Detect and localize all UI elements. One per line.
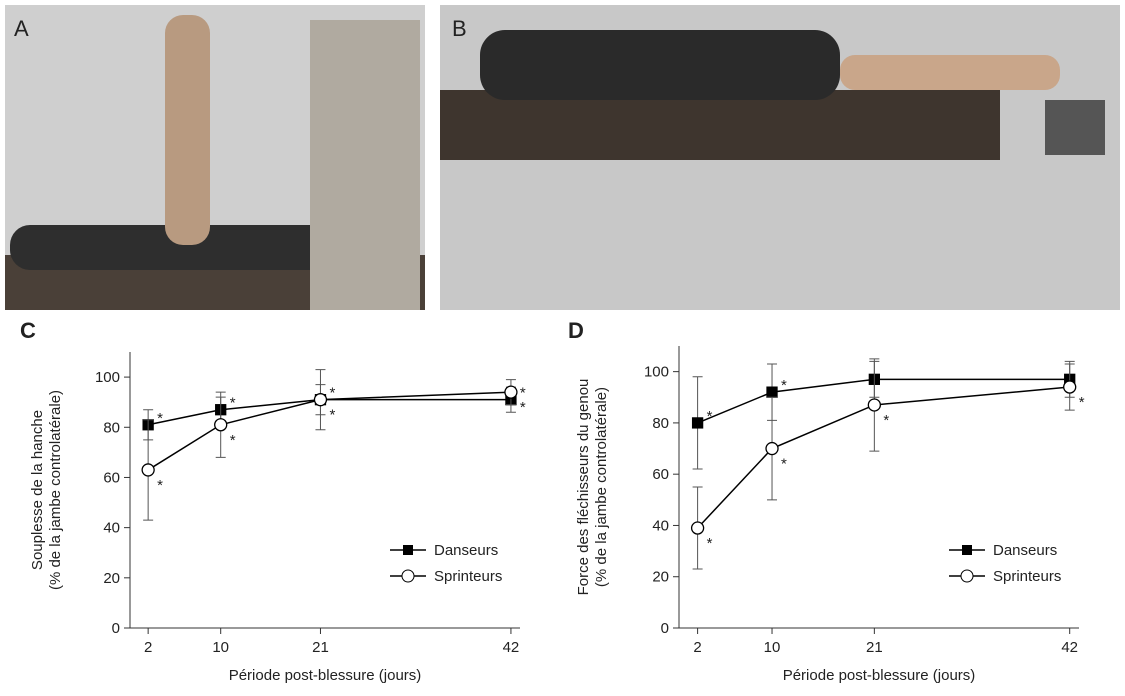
- x-tick-label: 10: [212, 639, 229, 656]
- y-axis-label: (% de la jambe controlatérale): [593, 387, 610, 587]
- y-tick-label: 20: [103, 570, 120, 587]
- y-axis-label: (% de la jambe controlatérale): [47, 390, 64, 590]
- y-tick-label: 60: [103, 469, 120, 486]
- y-tick-label: 40: [103, 520, 120, 537]
- y-tick-label: 0: [661, 620, 669, 637]
- point-label: *: [1079, 394, 1085, 411]
- marker: [690, 521, 705, 535]
- panel-label: D: [568, 318, 584, 343]
- x-tick-label: 2: [144, 639, 152, 656]
- marker: [691, 417, 704, 429]
- panel-label: A: [14, 16, 29, 41]
- point-label: *: [157, 477, 163, 494]
- x-tick-label: 21: [866, 639, 883, 656]
- marker: [313, 393, 328, 407]
- photo-a: [5, 5, 425, 310]
- legend-label: Sprinteurs: [434, 568, 502, 585]
- x-tick-label: 21: [312, 639, 329, 656]
- legend-label: Sprinteurs: [993, 568, 1061, 585]
- point-label: *: [781, 456, 787, 473]
- point-label: *: [230, 432, 236, 449]
- series-line: [697, 378, 1070, 424]
- legend-label: Danseurs: [434, 542, 498, 559]
- y-tick-label: 100: [95, 369, 120, 386]
- point-label: *: [329, 385, 335, 402]
- point-label: *: [157, 410, 163, 427]
- y-tick-label: 40: [652, 517, 669, 534]
- panel-label: B: [452, 16, 467, 41]
- marker: [765, 441, 779, 456]
- x-axis-label: Période post-blessure (jours): [229, 667, 422, 684]
- y-tick-label: 60: [652, 466, 669, 483]
- point-label: *: [520, 399, 526, 416]
- y-axis-label: Force des fléchisseurs du genou: [575, 379, 592, 596]
- marker: [141, 463, 155, 477]
- y-tick-label: 100: [644, 364, 669, 381]
- marker: [766, 386, 778, 398]
- legend-marker: [403, 545, 413, 555]
- legend-marker: [962, 545, 972, 555]
- series-line: [697, 386, 1070, 529]
- y-tick-label: 80: [652, 415, 669, 432]
- y-tick-label: 80: [103, 419, 120, 436]
- y-tick-label: 0: [112, 620, 120, 637]
- point-label: *: [707, 408, 713, 425]
- y-axis-label: Souplesse de la hanche: [29, 410, 46, 570]
- marker: [214, 418, 228, 432]
- marker: [867, 398, 881, 412]
- x-tick-label: 42: [1061, 639, 1078, 656]
- point-label: *: [883, 412, 889, 429]
- photo-b: [440, 5, 1120, 310]
- x-tick-label: 2: [693, 639, 701, 656]
- y-tick-label: 20: [652, 569, 669, 586]
- point-label: *: [781, 377, 787, 394]
- point-label: *: [707, 535, 713, 552]
- legend-marker: [401, 569, 415, 583]
- panel-label: C: [20, 318, 36, 343]
- series-line: [147, 398, 511, 426]
- legend-marker: [960, 569, 974, 583]
- marker: [504, 385, 518, 399]
- x-axis-label: Période post-blessure (jours): [783, 667, 976, 684]
- marker: [1063, 380, 1077, 394]
- point-label: *: [520, 385, 526, 402]
- point-label: *: [329, 407, 335, 424]
- series-line: [147, 391, 511, 471]
- x-tick-label: 42: [503, 639, 520, 656]
- legend-label: Danseurs: [993, 542, 1057, 559]
- point-label: *: [230, 395, 236, 412]
- x-tick-label: 10: [764, 639, 781, 656]
